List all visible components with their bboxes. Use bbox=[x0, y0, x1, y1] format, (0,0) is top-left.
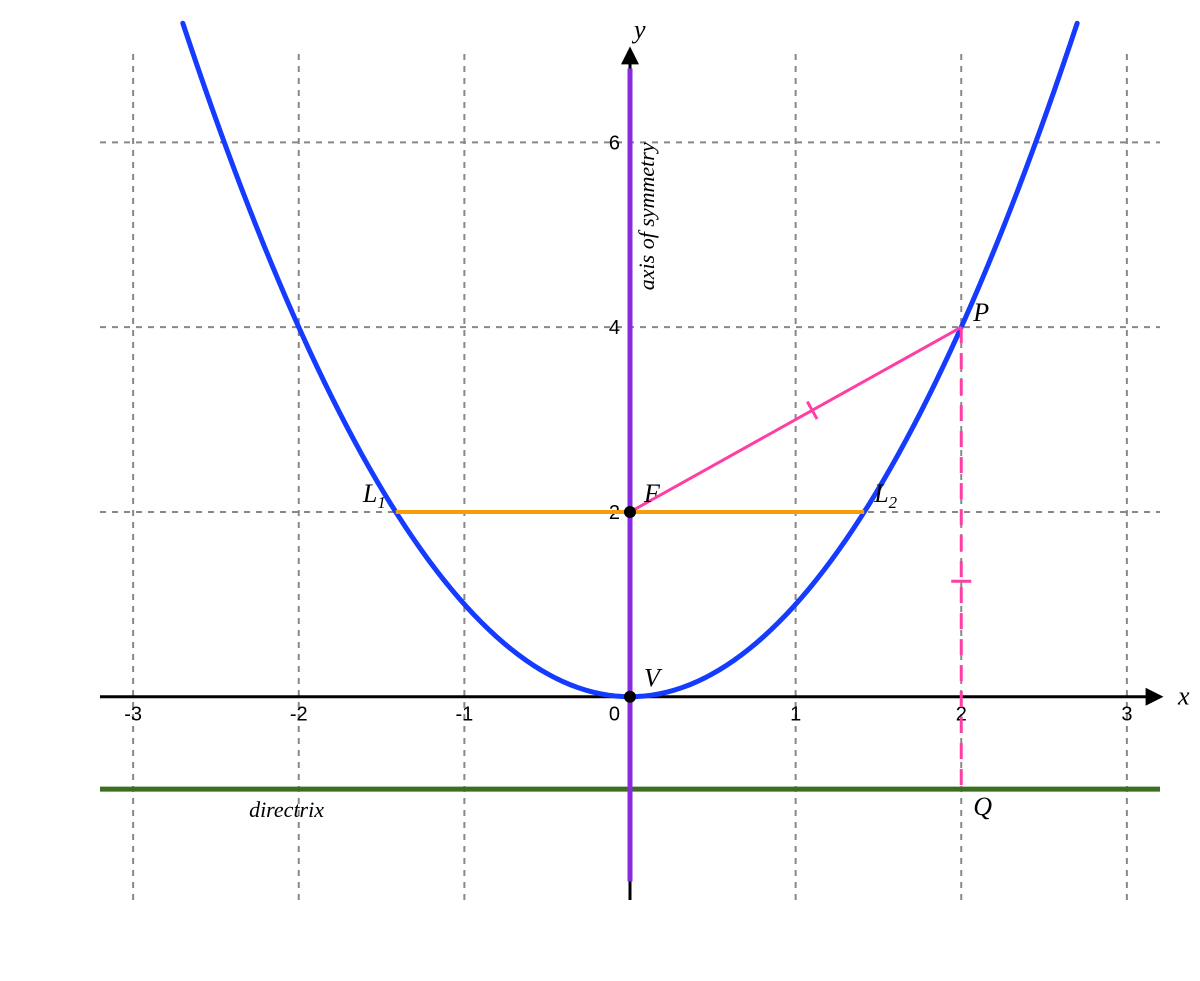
x-tick-label: -3 bbox=[124, 704, 142, 726]
label-v: V bbox=[644, 664, 663, 693]
x-tick-label: -2 bbox=[290, 704, 308, 726]
directrix-label: directrix bbox=[249, 797, 324, 822]
x-axis-label: x bbox=[1177, 682, 1190, 711]
x-tick-label: 1 bbox=[790, 704, 801, 726]
label-l2: L2 bbox=[873, 479, 897, 512]
label-l1: L1 bbox=[362, 479, 386, 512]
y-axis-label: y bbox=[631, 15, 646, 44]
origin-label: 0 bbox=[609, 704, 620, 726]
axis-of-symmetry-label: axis of symmetry bbox=[634, 142, 659, 290]
parabola-diagram: -3-2-11232460VFPQL1L2xyaxis of symmetryd… bbox=[0, 0, 1200, 981]
label-f: F bbox=[643, 479, 661, 508]
label-q: Q bbox=[973, 792, 992, 821]
x-tick-label: 3 bbox=[1121, 704, 1132, 726]
label-p: P bbox=[972, 298, 989, 327]
y-tick-label: 4 bbox=[609, 317, 620, 339]
point-f bbox=[624, 506, 636, 518]
congruence-tick bbox=[807, 402, 817, 419]
point-v bbox=[624, 691, 636, 703]
x-tick-label: -1 bbox=[455, 704, 473, 726]
y-tick-label: 6 bbox=[609, 132, 620, 154]
